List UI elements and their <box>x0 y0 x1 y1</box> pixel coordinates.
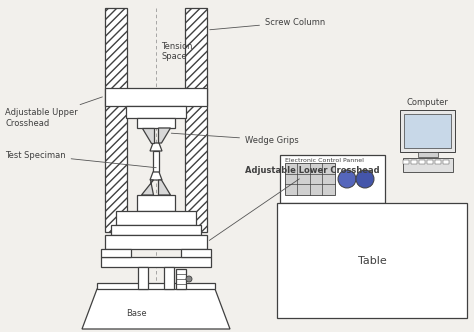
Text: Encoder Assembly: Encoder Assembly <box>0 331 1 332</box>
Bar <box>105 88 207 106</box>
Bar <box>101 249 131 257</box>
Bar <box>101 257 211 267</box>
Bar <box>185 8 207 232</box>
Circle shape <box>356 170 374 188</box>
Bar <box>443 160 449 164</box>
Bar <box>181 249 211 257</box>
Circle shape <box>338 170 356 188</box>
Polygon shape <box>158 180 171 195</box>
Bar <box>105 235 207 249</box>
Polygon shape <box>150 143 162 151</box>
Text: Wedge Grips: Wedge Grips <box>171 133 299 144</box>
Polygon shape <box>150 172 162 180</box>
Text: Electronic Control Pannel: Electronic Control Pannel <box>285 158 364 163</box>
Bar <box>105 8 127 232</box>
Circle shape <box>186 276 192 282</box>
Polygon shape <box>153 151 159 172</box>
Bar <box>138 267 148 289</box>
Bar <box>277 203 467 318</box>
Polygon shape <box>82 289 230 329</box>
Text: Screw Column: Screw Column <box>210 18 325 30</box>
Bar <box>116 211 196 225</box>
Bar <box>418 152 438 157</box>
Bar <box>403 160 409 164</box>
Polygon shape <box>158 128 171 143</box>
Bar <box>126 106 186 118</box>
Text: Base: Base <box>126 309 146 318</box>
Bar <box>404 114 451 148</box>
Bar <box>427 160 433 164</box>
Text: Test Speciman: Test Speciman <box>5 150 156 168</box>
Text: Adjustable Upper
Crosshead: Adjustable Upper Crosshead <box>5 97 102 128</box>
Bar <box>97 283 215 289</box>
Bar <box>419 160 425 164</box>
Bar <box>285 163 335 195</box>
Bar <box>435 160 441 164</box>
Bar <box>280 155 385 203</box>
Polygon shape <box>142 180 154 195</box>
Bar <box>176 269 186 289</box>
Text: Adjustable Lower Crosshead: Adjustable Lower Crosshead <box>210 165 380 240</box>
Bar <box>111 225 201 235</box>
Bar <box>164 267 174 289</box>
Bar <box>137 118 175 128</box>
Text: Tension
Space: Tension Space <box>161 42 192 61</box>
Text: Computer: Computer <box>406 98 448 107</box>
Bar <box>403 158 453 172</box>
Bar <box>411 160 417 164</box>
Text: Table: Table <box>357 256 386 266</box>
Polygon shape <box>142 128 154 143</box>
Bar <box>400 110 455 152</box>
Bar <box>137 195 175 211</box>
